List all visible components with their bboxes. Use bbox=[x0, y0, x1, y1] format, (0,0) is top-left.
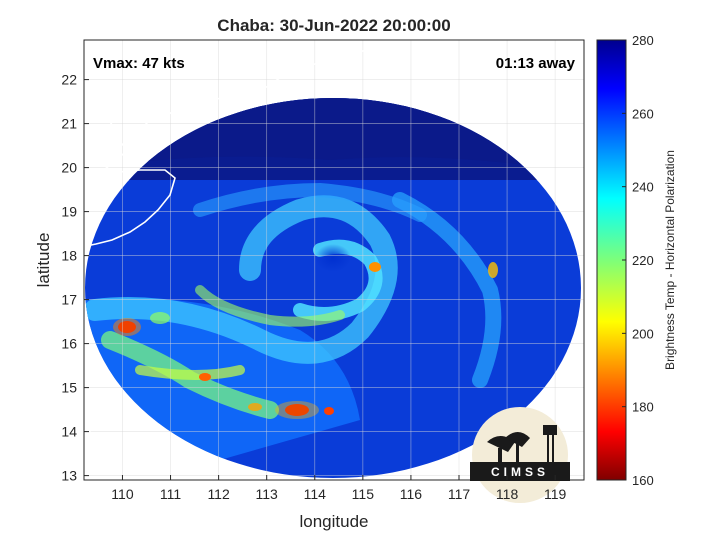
coastline-hainan bbox=[85, 169, 176, 247]
y-tick-label: 17 bbox=[61, 292, 77, 308]
cimss-logo: CIMSS bbox=[470, 407, 570, 503]
rain-band-outer bbox=[85, 195, 398, 364]
brightness-temp-swath bbox=[85, 98, 581, 478]
y-tick-label: 19 bbox=[61, 204, 77, 220]
y-tick-label: 13 bbox=[61, 468, 77, 484]
time-away-label: 01:13 away bbox=[496, 55, 576, 72]
coastline-leizhou bbox=[127, 40, 401, 151]
vmax-label: Vmax: 47 kts bbox=[93, 55, 185, 72]
y-tick-label: 18 bbox=[61, 248, 77, 264]
y-axis-label: latitude bbox=[34, 233, 53, 288]
y-tick-labels: 13 14 15 16 17 18 19 20 21 22 bbox=[61, 72, 89, 484]
rain-band-southwest bbox=[135, 365, 245, 380]
colorbar-tick-label: 220 bbox=[632, 253, 654, 268]
coastline bbox=[84, 40, 401, 476]
x-tick-label: 113 bbox=[256, 486, 279, 502]
colorbar-gradient bbox=[596, 39, 627, 481]
x-tick-label: 119 bbox=[544, 486, 567, 502]
colorbar-tick-labels: 160 180 200 220 240 260 280 bbox=[622, 33, 654, 488]
x-tick-label: 110 bbox=[111, 486, 134, 502]
rain-band-east bbox=[392, 192, 502, 388]
x-tick-label: 116 bbox=[400, 486, 423, 502]
x-tick-labels: 110 111 112 113 114 115 116 117 118 119 bbox=[111, 475, 567, 502]
x-axis-label: longitude bbox=[299, 512, 368, 531]
y-tick-label: 15 bbox=[61, 380, 77, 396]
x-tick-label: 114 bbox=[304, 486, 327, 502]
colorbar-tick-label: 240 bbox=[632, 180, 654, 195]
rain-band-north bbox=[193, 182, 427, 222]
colorbar-tick-label: 180 bbox=[632, 400, 654, 415]
y-tick-label: 20 bbox=[61, 160, 77, 176]
y-tick-label: 21 bbox=[61, 116, 77, 132]
x-tick-label: 117 bbox=[448, 486, 471, 502]
map-title: Chaba: 30-Jun-2022 20:00:00 bbox=[217, 16, 450, 35]
coastline-vietnam bbox=[84, 419, 93, 476]
x-tick-label: 112 bbox=[207, 486, 230, 502]
y-tick-label: 22 bbox=[61, 72, 77, 88]
rain-band-west bbox=[101, 331, 279, 419]
colorbar-tick-label: 160 bbox=[632, 473, 654, 488]
axes-frame bbox=[83, 39, 585, 481]
map-axes: Vmax: 47 kts 01:13 away CIMSS bbox=[83, 39, 585, 503]
colorbar-tick-label: 280 bbox=[632, 33, 654, 48]
colorbar-tick-label: 200 bbox=[632, 326, 654, 341]
colorbar-label: Brightness Temp - Horizontal Polarizatio… bbox=[663, 150, 677, 370]
cimss-logo-text: CIMSS bbox=[491, 465, 549, 479]
coastline-south-china bbox=[84, 90, 130, 183]
y-tick-label: 16 bbox=[61, 336, 77, 352]
colorbar: 160 180 200 220 240 260 280 Brightness Temp - … bbox=[596, 33, 677, 488]
y-tick-label: 14 bbox=[61, 424, 77, 440]
x-tick-label: 111 bbox=[160, 486, 181, 502]
x-tick-label: 118 bbox=[496, 486, 519, 502]
colorbar-tick-label: 260 bbox=[632, 106, 654, 121]
x-tick-label: 115 bbox=[352, 486, 375, 502]
storm-eye bbox=[315, 244, 351, 272]
grid-lines bbox=[84, 40, 584, 480]
